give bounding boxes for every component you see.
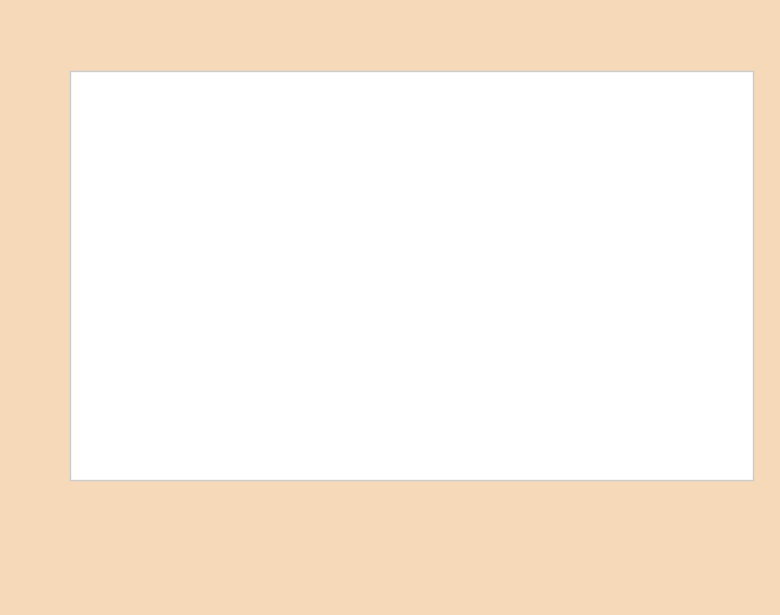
Title: Agent Performance on Test Suite (95% CI): Agent Performance on Test Suite (95% CI) <box>226 49 620 67</box>
Text: Human (1 hr): Human (1 hr) <box>764 266 780 275</box>
Bar <box>675 269 736 446</box>
Bar <box>392 287 454 446</box>
Text: Human (30 mins): Human (30 mins) <box>764 311 780 319</box>
Y-axis label: Weighted Average Score: Weighted Average Score <box>44 180 56 343</box>
Bar <box>487 285 548 446</box>
Text: Human (2 hrs): Human (2 hrs) <box>764 239 780 247</box>
Text: - Reaches performance comparable to that of humans given a
2-hour time limit per: - Reaches performance comparable to that… <box>161 566 619 597</box>
Bar <box>111 381 172 446</box>
Text: Human (8 hrs): Human (8 hrs) <box>764 191 780 199</box>
Text: (Success Threshold = 0.9 · Horizon Weighted · Bootstrapped over Runs and Tasks): (Success Threshold = 0.9 · Horizon Weigh… <box>209 58 637 68</box>
Bar <box>205 352 266 446</box>
Bar <box>580 245 641 446</box>
Text: System 1 vs System 2 Models
Comparison: System 1 vs System 2 Models Comparison <box>185 23 595 75</box>
Bar <box>299 324 360 446</box>
Text: Human (10 mins): Human (10 mins) <box>764 350 780 359</box>
Text: Human (no time limit): Human (no time limit) <box>764 150 780 159</box>
Text: - o1 (system 2 thinker) performs better than the current best
model Claude 3.5 S: - o1 (system 2 thinker) performs better … <box>136 510 644 541</box>
